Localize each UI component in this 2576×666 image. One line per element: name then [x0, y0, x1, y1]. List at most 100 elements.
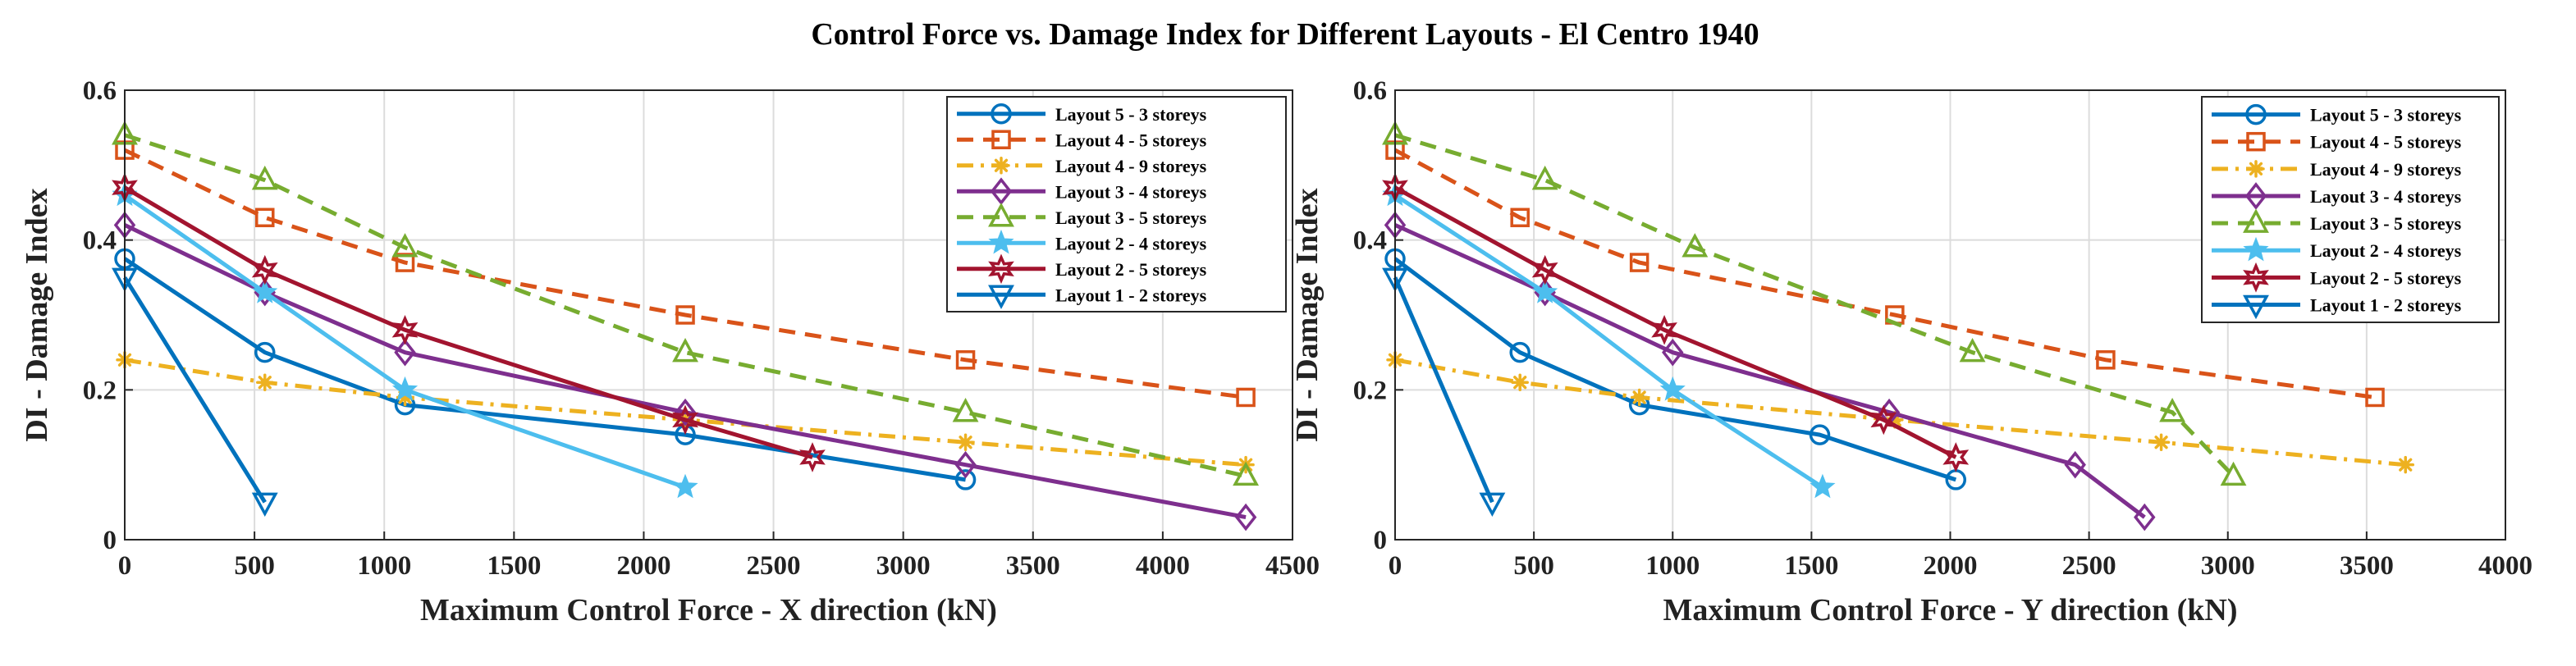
series-line — [1393, 276, 1494, 504]
figure-title: Control Force vs. Damage Index for Diffe… — [811, 17, 1759, 52]
data-point-marker — [674, 398, 697, 427]
legend-label: Layout 3 - 4 storeys — [2310, 186, 2462, 207]
data-point-marker — [391, 376, 419, 401]
legend-marker — [991, 103, 1012, 125]
data-point-marker — [1479, 492, 1506, 518]
data-point-marker — [2365, 387, 2385, 408]
series-layout-4-5-storeys — [1385, 140, 2385, 408]
data-point-marker — [394, 338, 416, 367]
x-tick-label: 1000 — [1645, 551, 1700, 581]
data-point-marker — [672, 473, 698, 499]
x-tick-label: 3000 — [876, 551, 931, 581]
legend-label: Layout 2 - 5 storeys — [2310, 267, 2462, 288]
legend-label: Layout 1 - 2 storeys — [2310, 294, 2462, 315]
chart-panel-x-direction: 0 500 1000 1500 2000 2500 3000 3500 4000 4500 0 0.2… — [20, 76, 1320, 627]
series-line — [123, 223, 1247, 520]
chart-panel-y-direction: 0 500 1000 1500 2000 2500 3000 3500 4000 0 0.2 0.4 0… — [1290, 76, 2533, 627]
data-point-marker — [955, 350, 976, 370]
data-point-marker — [1531, 254, 1558, 285]
data-point-marker-stroke — [258, 376, 272, 390]
data-point-marker — [1959, 337, 1986, 363]
series-layout-3-5-storeys — [1382, 121, 2247, 486]
series-line — [1394, 133, 2235, 478]
data-point-marker-stroke — [2154, 436, 2168, 449]
y-tick-label: 0.2 — [83, 376, 117, 405]
legend-marker — [988, 253, 1014, 285]
data-point-marker — [954, 469, 977, 490]
legend-marker — [2243, 262, 2269, 293]
data-point-marker-stroke — [2399, 458, 2413, 472]
legend-item-layout-3-4-storeys: Layout 3 - 4 storeys — [2212, 182, 2462, 210]
x-tick-label: 0 — [1389, 551, 1402, 581]
legend-item-layout-2-4-storeys: Layout 2 - 4 storeys — [2212, 236, 2462, 262]
y-tick-label: 0.6 — [83, 76, 117, 106]
y-tick-label: 0 — [1374, 526, 1388, 555]
x-tick-label: 4000 — [2478, 551, 2533, 581]
data-point-marker — [2220, 461, 2247, 486]
legend-label: Layout 5 - 3 storeys — [1055, 104, 1207, 125]
legend-item-layout-2-5-storeys: Layout 2 - 5 storeys — [2212, 262, 2462, 293]
legend-item-layout-4-5-storeys: Layout 4 - 5 storeys — [2212, 132, 2462, 153]
data-point-marker-stroke — [1632, 390, 1646, 404]
data-point-marker — [251, 492, 278, 518]
legend-label: Layout 2 - 4 storeys — [2310, 240, 2462, 261]
data-point-marker — [954, 450, 977, 479]
legend: Layout 5 - 3 storeys Layout 4 - 5 storeys… — [2201, 96, 2500, 323]
data-point-marker — [251, 254, 278, 285]
data-point-marker — [1942, 442, 1970, 472]
legend-item-layout-3-4-storeys: Layout 3 - 4 storeys — [957, 177, 1207, 206]
data-point-marker-stroke — [1513, 376, 1527, 390]
data-point-marker — [1511, 373, 1529, 391]
legend-label: Layout 2 - 5 storeys — [1055, 259, 1207, 280]
legend-item-layout-2-4-storeys: Layout 2 - 4 storeys — [957, 229, 1207, 254]
legend-marker — [991, 130, 1011, 149]
data-point-marker — [952, 398, 979, 422]
legend-marker — [2247, 160, 2265, 178]
data-point-marker — [2096, 350, 2116, 370]
data-point-marker — [1233, 461, 1260, 486]
data-point-marker — [1810, 473, 1836, 499]
data-point-marker — [2159, 398, 2186, 422]
data-point-marker — [799, 442, 826, 472]
y-tick-label: 0.6 — [1353, 76, 1387, 106]
series-line — [124, 133, 1247, 478]
x-tick-label: 1000 — [357, 551, 411, 581]
series-line — [1393, 185, 1957, 459]
legend-marker — [2243, 294, 2269, 320]
ticks: 0 500 1000 1500 2000 2500 3000 3500 4000 0 0.2 0.4 0… — [1353, 76, 2533, 581]
legend-marker-stroke — [994, 158, 1009, 172]
series-line — [1393, 148, 2376, 399]
x-tick-label: 3500 — [1006, 551, 1060, 581]
legend-item-layout-4-5-storeys: Layout 4 - 5 storeys — [957, 130, 1207, 150]
legend-item-layout-3-5-storeys: Layout 3 - 5 storeys — [957, 203, 1207, 228]
data-point-marker — [252, 279, 278, 303]
data-point-marker — [391, 314, 419, 345]
data-point-marker — [2064, 450, 2086, 479]
data-point-marker — [1234, 503, 1257, 531]
y-tick-label: 0.4 — [1353, 226, 1387, 256]
legend-label: Layout 4 - 5 storeys — [2310, 132, 2462, 153]
series-line — [123, 185, 813, 459]
series-line — [122, 276, 267, 504]
data-point-marker — [1659, 376, 1686, 401]
data-point-marker — [391, 233, 419, 258]
data-point-marker-stroke — [959, 436, 972, 449]
legend-item-layout-5-3-storeys: Layout 5 - 3 storeys — [957, 103, 1207, 125]
x-tick-label: 4500 — [1265, 551, 1320, 581]
y-axis-label: DI - Damage Index — [1290, 188, 1325, 441]
legend-label: Layout 3 - 5 storeys — [2310, 213, 2462, 234]
legend-item-layout-2-5-storeys: Layout 2 - 5 storeys — [957, 253, 1207, 285]
legend: Layout 5 - 3 storeys Layout 4 - 5 storeys… — [946, 96, 1287, 312]
data-point-marker — [254, 341, 276, 363]
x-tick-label: 0 — [118, 551, 132, 581]
legend-marker — [988, 229, 1014, 254]
x-tick-label: 4000 — [1136, 551, 1190, 581]
legend-item-layout-3-5-storeys: Layout 3 - 5 storeys — [2212, 208, 2462, 234]
data-point-marker — [2396, 455, 2414, 474]
x-tick-label: 500 — [234, 551, 275, 581]
data-point-marker — [672, 404, 699, 436]
data-point-marker — [256, 373, 274, 391]
legend-marker — [992, 157, 1010, 175]
data-point-marker — [1630, 388, 1649, 407]
